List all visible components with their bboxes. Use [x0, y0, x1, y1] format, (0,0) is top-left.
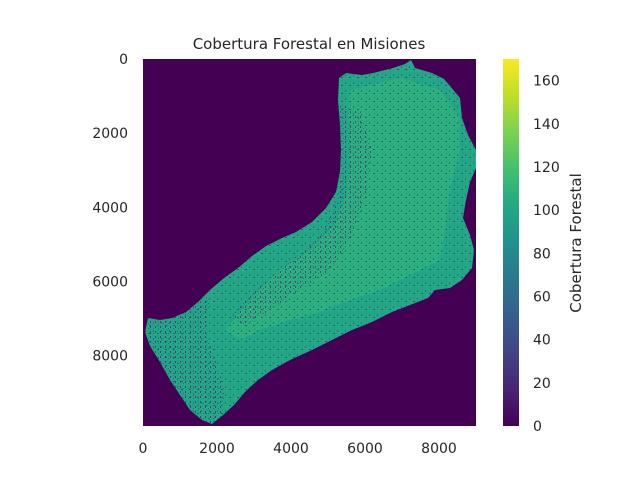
colorbar-tick-label: 160: [533, 74, 560, 90]
colorbar-tick-label: 20: [533, 376, 551, 392]
forest-speckle: [145, 60, 476, 424]
x-tick-label: 0: [139, 441, 148, 457]
x-tick-label: 8000: [421, 441, 457, 457]
colorbar-tick-label: 140: [533, 117, 560, 133]
colorbar-gradient: [503, 59, 519, 426]
y-tick-label: 4000: [92, 200, 128, 216]
colorbar-tick-label: 0: [533, 419, 542, 435]
colorbar-tick-label: 60: [533, 290, 551, 306]
y-tick-label: 0: [119, 52, 128, 68]
colorbar-tick-label: 80: [533, 246, 551, 262]
x-tick-label: 6000: [347, 441, 383, 457]
x-tick-label: 4000: [273, 441, 309, 457]
colorbar-tick-label: 120: [533, 160, 560, 176]
y-axis-ticks: 0 2000 4000 6000 8000: [92, 52, 128, 365]
colorbar: 0 20 40 60 80 100 120 140 160 Cobertura …: [503, 59, 585, 435]
forest-degraded-zone: [145, 300, 225, 424]
colorbar-tick-label: 100: [533, 203, 560, 219]
heatmap-area: [143, 59, 476, 426]
y-tick-label: 6000: [92, 274, 128, 290]
x-axis-ticks: 0 2000 4000 6000 8000: [139, 441, 457, 457]
y-tick-label: 8000: [92, 349, 128, 365]
colorbar-label: Cobertura Forestal: [567, 173, 585, 312]
y-tick-label: 2000: [92, 126, 128, 142]
chart-title: Cobertura Forestal en Misiones: [193, 35, 426, 53]
x-tick-label: 2000: [199, 441, 235, 457]
forest-degraded-band: [230, 105, 372, 325]
colorbar-tick-label: 40: [533, 333, 551, 349]
colorbar-ticks: 0 20 40 60 80 100 120 140 160: [533, 74, 560, 435]
